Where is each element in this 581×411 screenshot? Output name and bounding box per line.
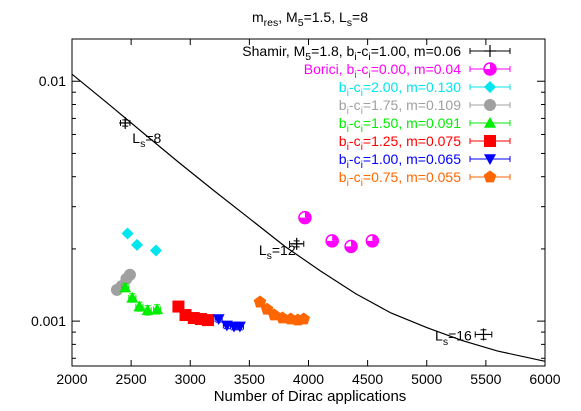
legend-marker-6	[484, 154, 496, 165]
y-axis: 0.001 0.01	[31, 73, 545, 359]
series-3-point-3	[123, 268, 136, 281]
x-tick-label: 4000	[293, 371, 324, 387]
series-2-point-2	[149, 244, 162, 257]
series-4-point-1	[126, 291, 139, 303]
series-7-point-6	[297, 312, 311, 325]
series-4-point-0	[119, 281, 132, 293]
series-2	[121, 227, 162, 257]
legend-marker-1-quarter	[490, 63, 496, 69]
annotation-0: Ls=8	[132, 130, 161, 150]
x-tick-label: 2500	[116, 371, 147, 387]
series-1-point-1-fill	[326, 240, 339, 247]
series-1-point-2	[344, 239, 358, 254]
series-2-point-1	[131, 238, 144, 251]
series-0-point-0	[119, 116, 132, 129]
legend-marker-2	[484, 81, 496, 93]
series-5	[172, 300, 214, 327]
x-axis: 2000 2500 3000 3500 4000 4500 5000 5500 6000	[56, 39, 561, 387]
series-1-point-0-quarter	[304, 211, 311, 218]
series-7	[253, 295, 311, 326]
series-4	[119, 281, 164, 316]
annotation-1: Ls=12	[259, 242, 296, 262]
legend-marker-7	[483, 170, 497, 183]
legend: Shamir, M5=1.8, bi-ci=1.00, m=0.06Borici…	[242, 43, 511, 189]
fit-curve-layer	[71, 73, 546, 362]
series-1-point-3-fill	[366, 240, 379, 247]
legend-label-7: bi-ci=0.75, m=0.055	[339, 169, 461, 189]
series-1-point-1-quarter	[332, 234, 339, 241]
x-tick-label: 3500	[234, 371, 265, 387]
x-tick-label: 5500	[470, 371, 501, 387]
legend-label-6: bi-ci=1.00, m=0.065	[339, 151, 461, 171]
x-tick-label: 6000	[529, 371, 560, 387]
x-tick-label: 2000	[56, 371, 87, 387]
legend-label-5: bi-ci=1.25, m=0.075	[339, 133, 461, 153]
series-5-point-4	[201, 314, 214, 327]
series-2-point-0	[121, 227, 134, 240]
series-4-point-2	[133, 300, 146, 312]
y-tick-label: 0.001	[31, 313, 66, 329]
x-tick-label: 3000	[175, 371, 206, 387]
series-1-point-3	[365, 234, 380, 248]
x-tick-label: 5000	[411, 371, 442, 387]
x-tick-label: 4500	[352, 371, 383, 387]
series-1	[298, 210, 380, 254]
series-0	[119, 116, 493, 341]
legend-label-1: Borici, bi-ci=0.00, m=0.04	[304, 61, 461, 81]
series-0-point-2	[477, 328, 490, 341]
legend-marker-3	[484, 99, 496, 111]
series-4-point-3	[141, 304, 154, 316]
x-axis-label: Number of Dirac applications	[214, 388, 407, 405]
legend-marker-0	[484, 45, 496, 57]
series-1-point-2-fill	[345, 246, 358, 253]
series-7-point-0	[253, 295, 267, 308]
series-1-point-3-quarter	[372, 234, 379, 241]
annotations: Ls=8 Ls=12 Ls=16	[132, 130, 472, 348]
legend-label-3: bi-ci=1.75, m=0.109	[339, 97, 461, 117]
fit-curve	[71, 73, 546, 362]
y-tick-label: 0.01	[39, 73, 66, 89]
series-1-point-1	[325, 234, 339, 248]
data-points-layer	[110, 116, 493, 341]
series-0-point-1	[290, 237, 303, 250]
chart-title: mres, M5=1.5, Ls=8	[252, 9, 368, 29]
annotation-2: Ls=16	[435, 328, 472, 348]
legend-marker-1	[483, 62, 497, 76]
series-1-point-2-quarter	[351, 240, 358, 247]
legend-marker-5	[484, 135, 496, 147]
series-6-point-3	[233, 321, 246, 333]
series-1-point-0	[298, 210, 312, 225]
series-1-point-0-fill	[298, 217, 311, 224]
series-4-point-4	[151, 303, 164, 315]
legend-label-4: bi-ci=1.50, m=0.091	[339, 115, 461, 135]
legend-label-2: bi-ci=2.00, m=0.130	[339, 79, 461, 99]
legend-label-0: Shamir, M5=1.8, bi-ci=1.00, m=0.06	[242, 43, 461, 63]
series-6-point-0	[212, 314, 225, 326]
legend-marker-1-fill	[484, 69, 496, 75]
series-6	[212, 314, 246, 333]
legend-marker-4	[484, 117, 496, 128]
